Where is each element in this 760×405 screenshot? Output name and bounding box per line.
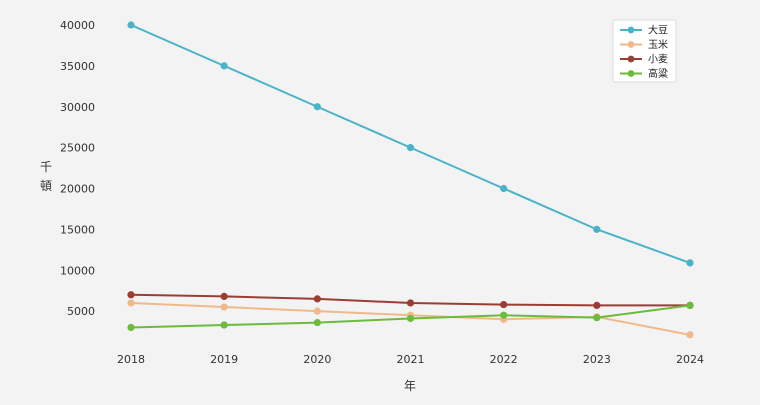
data-point [686,331,694,339]
y-tick-label: 40000 [60,19,95,32]
data-point [313,318,321,327]
data-point [500,184,508,193]
legend-item: 高粱 [620,67,668,80]
legend-label: 小麦 [648,54,668,66]
y-tick-label: 30000 [60,101,95,114]
data-point [127,299,135,307]
data-point [313,295,321,303]
x-axis-ticks: 2018 2019 2020 2021 2022 2023 2024 [117,353,704,366]
legend-item: 小麦 [620,54,668,66]
y-axis-label-char: 千 [40,160,52,174]
data-point [593,225,601,233]
data-point [127,323,135,332]
legend-marker [627,26,635,34]
series-layer [127,21,694,339]
series [127,301,694,332]
y-axis-label-char: 頓 [40,179,52,193]
x-tick-label: 2023 [583,353,611,366]
series-line [130,24,691,264]
data-point [500,300,508,309]
y-tick-label: 35000 [60,60,95,73]
x-tick-label: 2021 [397,353,425,366]
data-point [313,103,321,111]
data-point [686,259,694,267]
x-tick-label: 2022 [490,353,518,366]
data-point [220,292,228,301]
data-point [127,291,135,299]
x-tick-label: 2020 [303,353,331,366]
y-axis-label: 千 頓 [40,160,52,193]
x-axis-label: 年 [404,379,416,393]
data-point [686,301,694,310]
x-tick-label: 2024 [676,353,704,366]
series [127,21,694,267]
data-point [406,144,415,152]
legend-marker [627,70,635,77]
legend-marker [627,41,635,48]
data-point [593,314,601,322]
legend-item: 玉米 [620,38,668,51]
data-point [220,62,228,70]
legend-item: 大豆 [620,24,668,37]
data-point [220,303,228,311]
legend-marker [627,55,635,63]
data-point [220,321,228,329]
legend-label: 高粱 [648,67,668,80]
data-point [593,301,601,310]
legend-box [612,19,677,83]
x-tick-label: 2019 [210,353,238,366]
y-tick-label: 15000 [60,223,95,236]
data-point [127,21,135,29]
data-point [313,307,321,315]
legend-label: 玉米 [648,38,668,51]
data-point [406,299,415,307]
y-tick-label: 20000 [60,183,95,196]
data-point [500,311,508,319]
x-tick-label: 2018 [117,353,145,366]
legend-label: 大豆 [648,24,668,37]
y-tick-label: 25000 [60,142,95,155]
y-axis-ticks: 5000 10000 15000 20000 25000 30000 35000 40000 [60,19,95,318]
data-point [406,314,415,323]
y-tick-label: 5000 [67,305,95,318]
y-tick-label: 10000 [60,264,95,277]
